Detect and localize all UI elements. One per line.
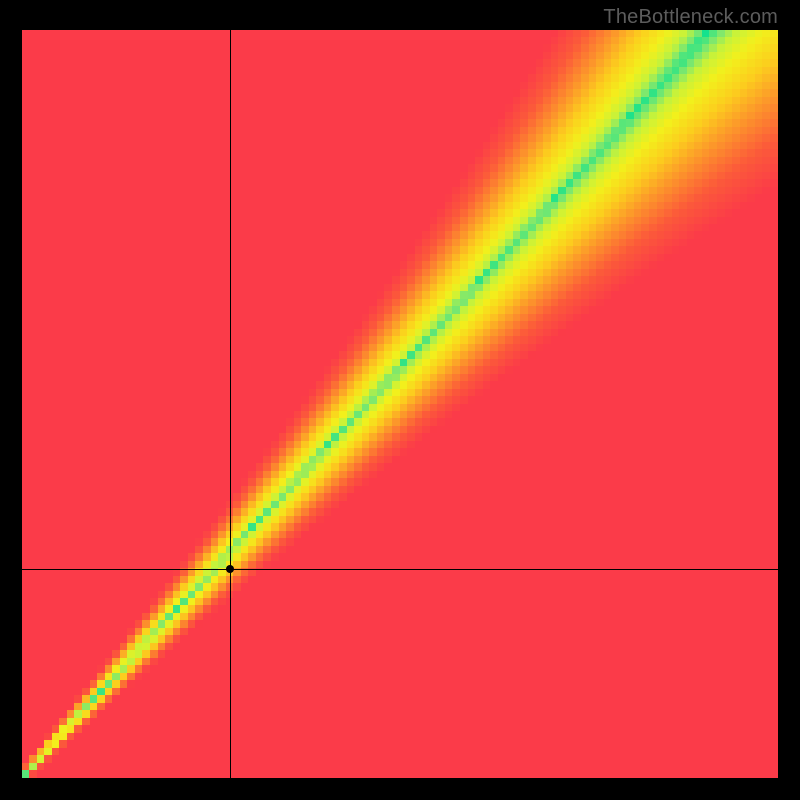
watermark-text: TheBottleneck.com <box>603 6 778 29</box>
heatmap-canvas <box>22 30 778 778</box>
crosshair-marker <box>226 565 234 573</box>
crosshair-horizontal <box>22 569 778 570</box>
crosshair-vertical <box>230 30 231 778</box>
plot-area <box>22 30 778 778</box>
figure-container: TheBottleneck.com <box>0 0 800 800</box>
